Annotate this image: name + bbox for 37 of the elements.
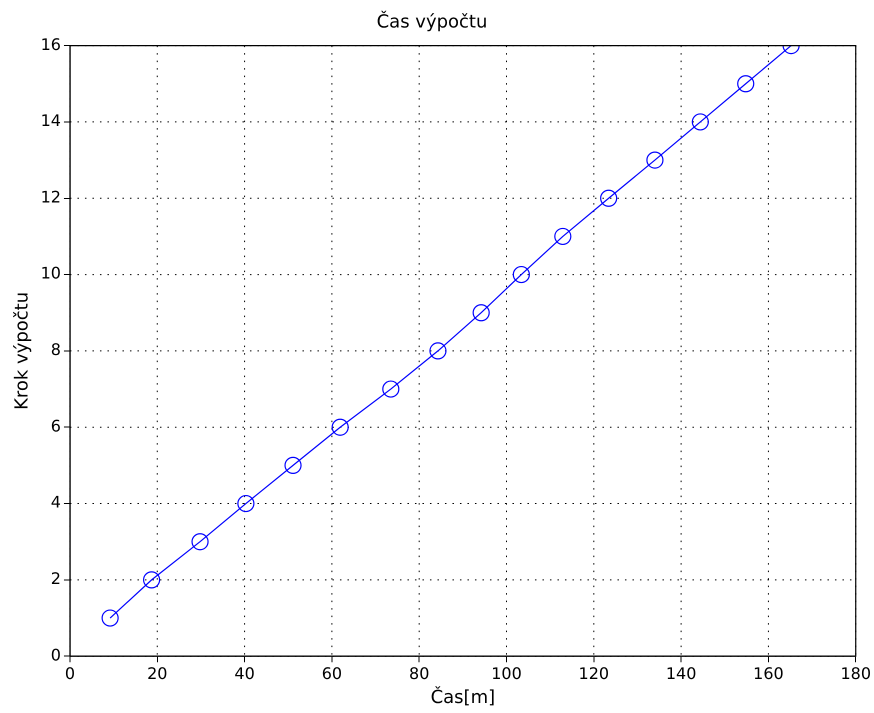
x-tick-label: 80 (409, 664, 430, 683)
point (284, 456, 302, 474)
point (472, 304, 490, 322)
x-tick-label: 100 (491, 664, 522, 683)
point (646, 151, 664, 169)
x-tick-label: 0 (64, 664, 76, 683)
x-tick-label: 20 (147, 664, 168, 683)
point (737, 75, 754, 92)
point (692, 113, 709, 131)
y-tick-label: 10 (40, 264, 61, 283)
x-tick-label: 180 (840, 664, 872, 683)
point (237, 494, 254, 512)
point (191, 533, 209, 550)
y-tick-label: 8 (50, 340, 61, 360)
x-tick-label: 60 (322, 664, 342, 683)
point (142, 571, 160, 588)
x-tick-label: 160 (753, 664, 784, 683)
x-tick-label: 120 (578, 664, 610, 683)
point (102, 609, 119, 627)
y-tick-label: 0 (50, 645, 61, 664)
point (429, 342, 447, 360)
point (382, 380, 400, 398)
point (600, 190, 618, 207)
x-tick-label: 40 (234, 664, 255, 683)
chart-title: Čas výpočtu (376, 10, 488, 32)
point (554, 228, 572, 246)
y-tick-label: 14 (40, 111, 61, 130)
point (332, 418, 349, 436)
y-tick-label: 16 (40, 34, 61, 54)
y-tick-label: 2 (50, 569, 61, 588)
y-tick-label: 4 (50, 492, 61, 512)
y-axis-title: Krok výpočtu (11, 292, 32, 410)
point (512, 266, 530, 284)
y-tick-label: 6 (50, 416, 61, 436)
y-tick-label: 12 (40, 187, 61, 206)
x-axis-title: Čas[m] (430, 686, 496, 708)
x-tick-label: 140 (666, 664, 696, 683)
